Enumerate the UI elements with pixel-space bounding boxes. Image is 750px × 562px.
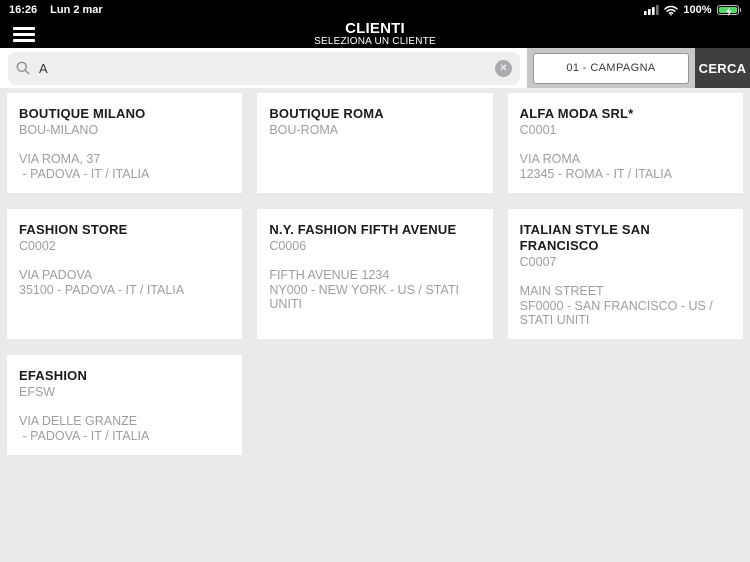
menu-icon[interactable]	[11, 23, 37, 45]
client-address: VIA DELLE GRANZE - PADOVA - IT / ITALIA	[19, 414, 150, 443]
status-bar: 16:26 Lun 2 mar 100%	[0, 0, 750, 20]
search-input[interactable]	[37, 59, 495, 77]
client-code: BOU-ROMA	[269, 123, 339, 137]
client-code: C0007	[519, 255, 557, 269]
campaign-selector-container: 01 - CAMPAGNA	[527, 48, 695, 88]
search-button[interactable]: CERCA	[695, 48, 750, 88]
client-card-boutique-roma[interactable]: BOUTIQUE ROMA BOU-ROMA	[257, 93, 493, 193]
client-code: C0002	[19, 239, 56, 253]
nav-header: CLIENTI SELEZIONA UN CLIENTE	[0, 20, 750, 48]
status-date: Lun 2 mar	[50, 4, 103, 16]
cellular-signal-icon	[644, 5, 659, 15]
client-name: BOUTIQUE MILANO	[19, 106, 146, 121]
toolbar: ✕ 01 - CAMPAGNA CERCA	[0, 48, 750, 88]
client-address: FIFTH AVENUE 1234 NY000 - NEW YORK - US …	[269, 268, 463, 311]
client-address: VIA ROMA, 37 - PADOVA - IT / ITALIA	[19, 152, 150, 181]
client-address: MAIN STREET SF0000 - SAN FRANCISCO - US …	[519, 284, 717, 327]
client-name: ALFA MODA SRL*	[519, 106, 634, 121]
client-name: BOUTIQUE ROMA	[269, 106, 384, 121]
client-card-fashion-store[interactable]: FASHION STORE C0002 VIA PADOVA 35100 - P…	[7, 209, 243, 339]
client-name: N.Y. FASHION FIFTH AVENUE	[269, 222, 457, 237]
charging-bolt-icon	[725, 6, 732, 16]
client-name: FASHION STORE	[19, 222, 128, 237]
client-code: C0006	[269, 239, 307, 253]
clear-search-icon[interactable]: ✕	[495, 59, 512, 77]
client-code: BOU-MILANO	[19, 123, 99, 137]
client-address: VIA ROMA 12345 - ROMA - IT / ITALIA	[519, 152, 673, 181]
page-title: CLIENTI	[345, 19, 405, 37]
client-card-alfa-moda[interactable]: ALFA MODA SRL* C0001 VIA ROMA 12345 - RO…	[507, 93, 743, 193]
client-card-efashion[interactable]: EFASHION EFSW VIA DELLE GRANZE - PADOVA …	[7, 355, 243, 455]
battery-icon	[716, 5, 741, 16]
search-field[interactable]: ✕	[8, 51, 520, 85]
client-address: VIA PADOVA 35100 - PADOVA - IT / ITALIA	[19, 268, 185, 297]
search-icon	[16, 61, 30, 75]
client-card-boutique-milano[interactable]: BOUTIQUE MILANO BOU-MILANO VIA ROMA, 37 …	[7, 93, 243, 193]
client-card-ny-fashion[interactable]: N.Y. FASHION FIFTH AVENUE C0006 FIFTH AV…	[257, 209, 493, 339]
client-name: ITALIAN STYLE SAN FRANCISCO	[519, 222, 650, 253]
wifi-icon	[664, 5, 679, 16]
campaign-select-button[interactable]: 01 - CAMPAGNA	[533, 52, 689, 84]
client-card-italian-style[interactable]: ITALIAN STYLE SAN FRANCISCO C0007 MAIN S…	[507, 209, 743, 339]
client-list: BOUTIQUE MILANO BOU-MILANO VIA ROMA, 37 …	[0, 88, 750, 460]
client-code: C0001	[519, 123, 557, 137]
client-name: EFASHION	[19, 368, 88, 383]
status-time: 16:26	[9, 4, 38, 16]
battery-percent: 100%	[683, 4, 712, 16]
page-subtitle: SELEZIONA UN CLIENTE	[314, 35, 436, 47]
client-code: EFSW	[19, 385, 56, 399]
